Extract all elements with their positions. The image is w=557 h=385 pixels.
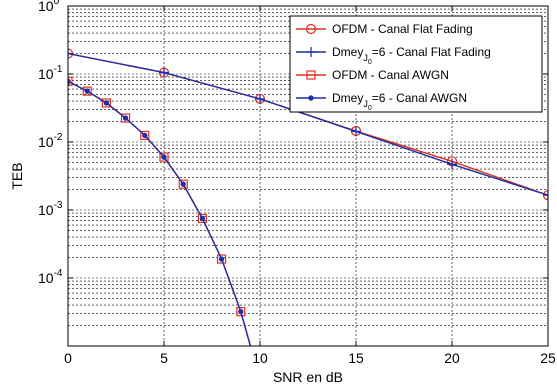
data-point (199, 215, 206, 222)
data-point (161, 154, 167, 160)
data-point (236, 307, 246, 317)
data-point (305, 23, 317, 35)
data-point (306, 70, 316, 80)
data-point (218, 256, 225, 262)
data-point (238, 308, 244, 315)
legend-box (289, 15, 543, 113)
series-line (68, 52, 548, 196)
data-point (308, 95, 314, 101)
data-point (103, 100, 110, 106)
legend-item: DmeyJ0=6 - Canal AWGN (296, 91, 467, 112)
data-point (197, 213, 207, 224)
data-point (159, 67, 169, 78)
data-point (159, 152, 169, 162)
data-point (180, 181, 186, 187)
legend-label: OFDM - Canal Flat Fading (332, 22, 473, 36)
x-tick-label: 25 (540, 350, 556, 366)
series-layer (68, 48, 548, 346)
legend-item: OFDM - Canal Flat Fading (296, 22, 473, 36)
legend-label: OFDM - Canal AWGN (332, 68, 449, 82)
legend-item: DmeyJ0=6 - Canal Flat Fading (296, 45, 491, 66)
y-tick-label: 10-4 (38, 268, 63, 286)
data-point (101, 98, 112, 108)
data-point (178, 179, 188, 189)
x-tick-label: 5 (160, 350, 168, 366)
axis-ticks: 0 5 10 15 20 25 100 10-1 10-2 10-3 10-4 (38, 0, 556, 366)
data-point (351, 126, 361, 137)
y-tick-label: 10-3 (38, 200, 63, 218)
data-point (82, 86, 92, 96)
legend-label: DmeyJ0=6 - Canal AWGN (332, 91, 467, 112)
y-tick-label: 100 (38, 0, 60, 14)
x-tick-label: 0 (64, 350, 72, 366)
y-tick-label: 10-2 (38, 132, 63, 150)
data-point (68, 48, 73, 59)
series-4 (68, 78, 252, 346)
x-tick-label: 20 (444, 350, 460, 366)
data-point (68, 76, 73, 86)
x-tick-label: 15 (348, 350, 364, 366)
data-point (306, 47, 316, 57)
x-tick-label: 10 (252, 350, 268, 366)
series-2 (68, 48, 548, 201)
legend: OFDM - Canal Flat Fading DmeyJ0=6 - Canal… (289, 15, 543, 113)
data-point (217, 254, 227, 264)
data-point (142, 132, 148, 139)
data-point (120, 113, 131, 123)
data-point (84, 88, 90, 94)
y-axis-label: TEB (9, 162, 25, 189)
data-point (122, 115, 129, 121)
data-point (255, 93, 265, 104)
legend-label: DmeyJ0=6 - Canal Flat Fading (332, 45, 491, 66)
data-point (447, 159, 457, 170)
data-point (140, 130, 150, 141)
legend-item: OFDM - Canal AWGN (296, 68, 449, 82)
y-tick-label: 10-1 (38, 64, 63, 82)
plot-frame (67, 5, 549, 347)
data-point (543, 190, 548, 201)
x-axis-label: SNR en dB (273, 369, 343, 385)
